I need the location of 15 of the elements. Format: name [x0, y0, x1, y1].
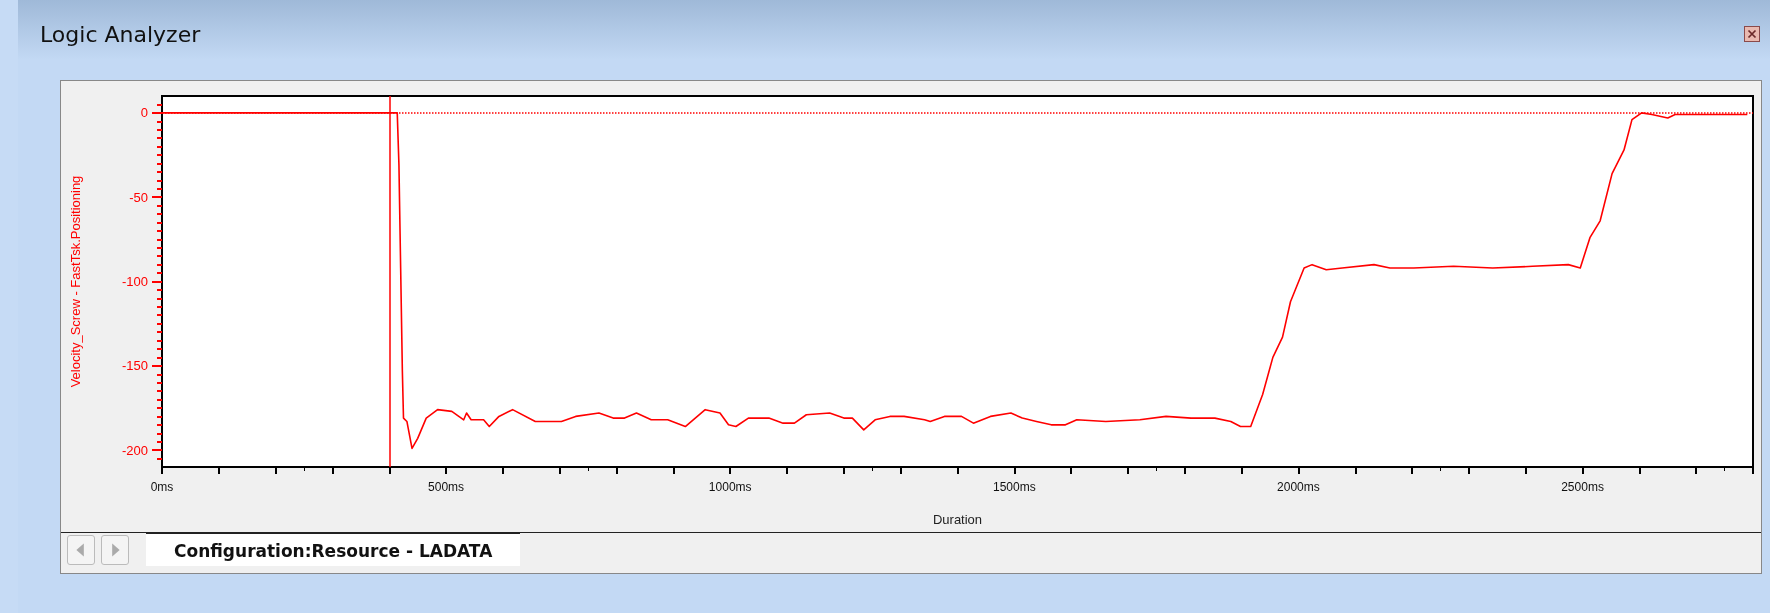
x-tick-label: 2000ms [1277, 480, 1320, 494]
y-tick-label: -200 [121, 442, 148, 458]
y-tick-label: 0 [140, 105, 148, 121]
x-tick-label: 500ms [428, 480, 465, 494]
y-axis-title: Velocity_Screw - FastTsk.Positioning [68, 175, 83, 388]
x-tick-label: 1500ms [992, 480, 1036, 494]
x-tick-label: 2500ms [1561, 480, 1604, 494]
x-tick-label: 0ms [150, 480, 174, 494]
x-axis-title: Duration [932, 512, 983, 527]
text: Configuration:Resource - LADATA [146, 533, 521, 566]
x-tick-label: 1000ms [708, 480, 752, 494]
y-tick-label: -150 [121, 358, 148, 374]
y-tick-label: -50 [129, 189, 148, 205]
y-tick-label: -100 [121, 274, 148, 289]
chart-title: Logic Analyzer [40, 22, 201, 47]
